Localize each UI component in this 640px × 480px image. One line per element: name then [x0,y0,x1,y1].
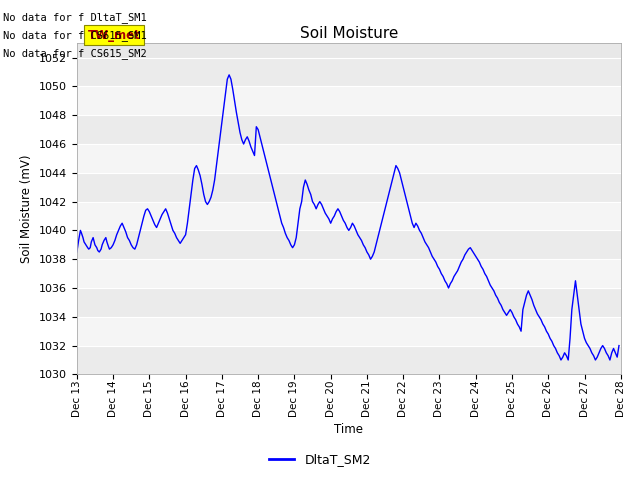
Bar [77,202,621,230]
Bar [77,173,621,202]
Text: No data for f CS615_SM1: No data for f CS615_SM1 [3,30,147,41]
Bar [77,144,621,173]
Text: TW_met: TW_met [88,28,140,42]
Legend: DltaT_SM2: DltaT_SM2 [264,448,376,471]
Bar [77,259,621,288]
Bar [77,115,621,144]
Y-axis label: Soil Moisture (mV): Soil Moisture (mV) [20,155,33,263]
Text: No data for f DltaT_SM1: No data for f DltaT_SM1 [3,12,147,23]
Bar [77,86,621,115]
Bar [77,346,621,374]
Bar [77,317,621,346]
Bar [77,288,621,317]
X-axis label: Time: Time [334,423,364,436]
Text: No data for f CS615_SM2: No data for f CS615_SM2 [3,48,147,60]
Bar [77,230,621,259]
Bar [77,58,621,86]
Title: Soil Moisture: Soil Moisture [300,25,398,41]
